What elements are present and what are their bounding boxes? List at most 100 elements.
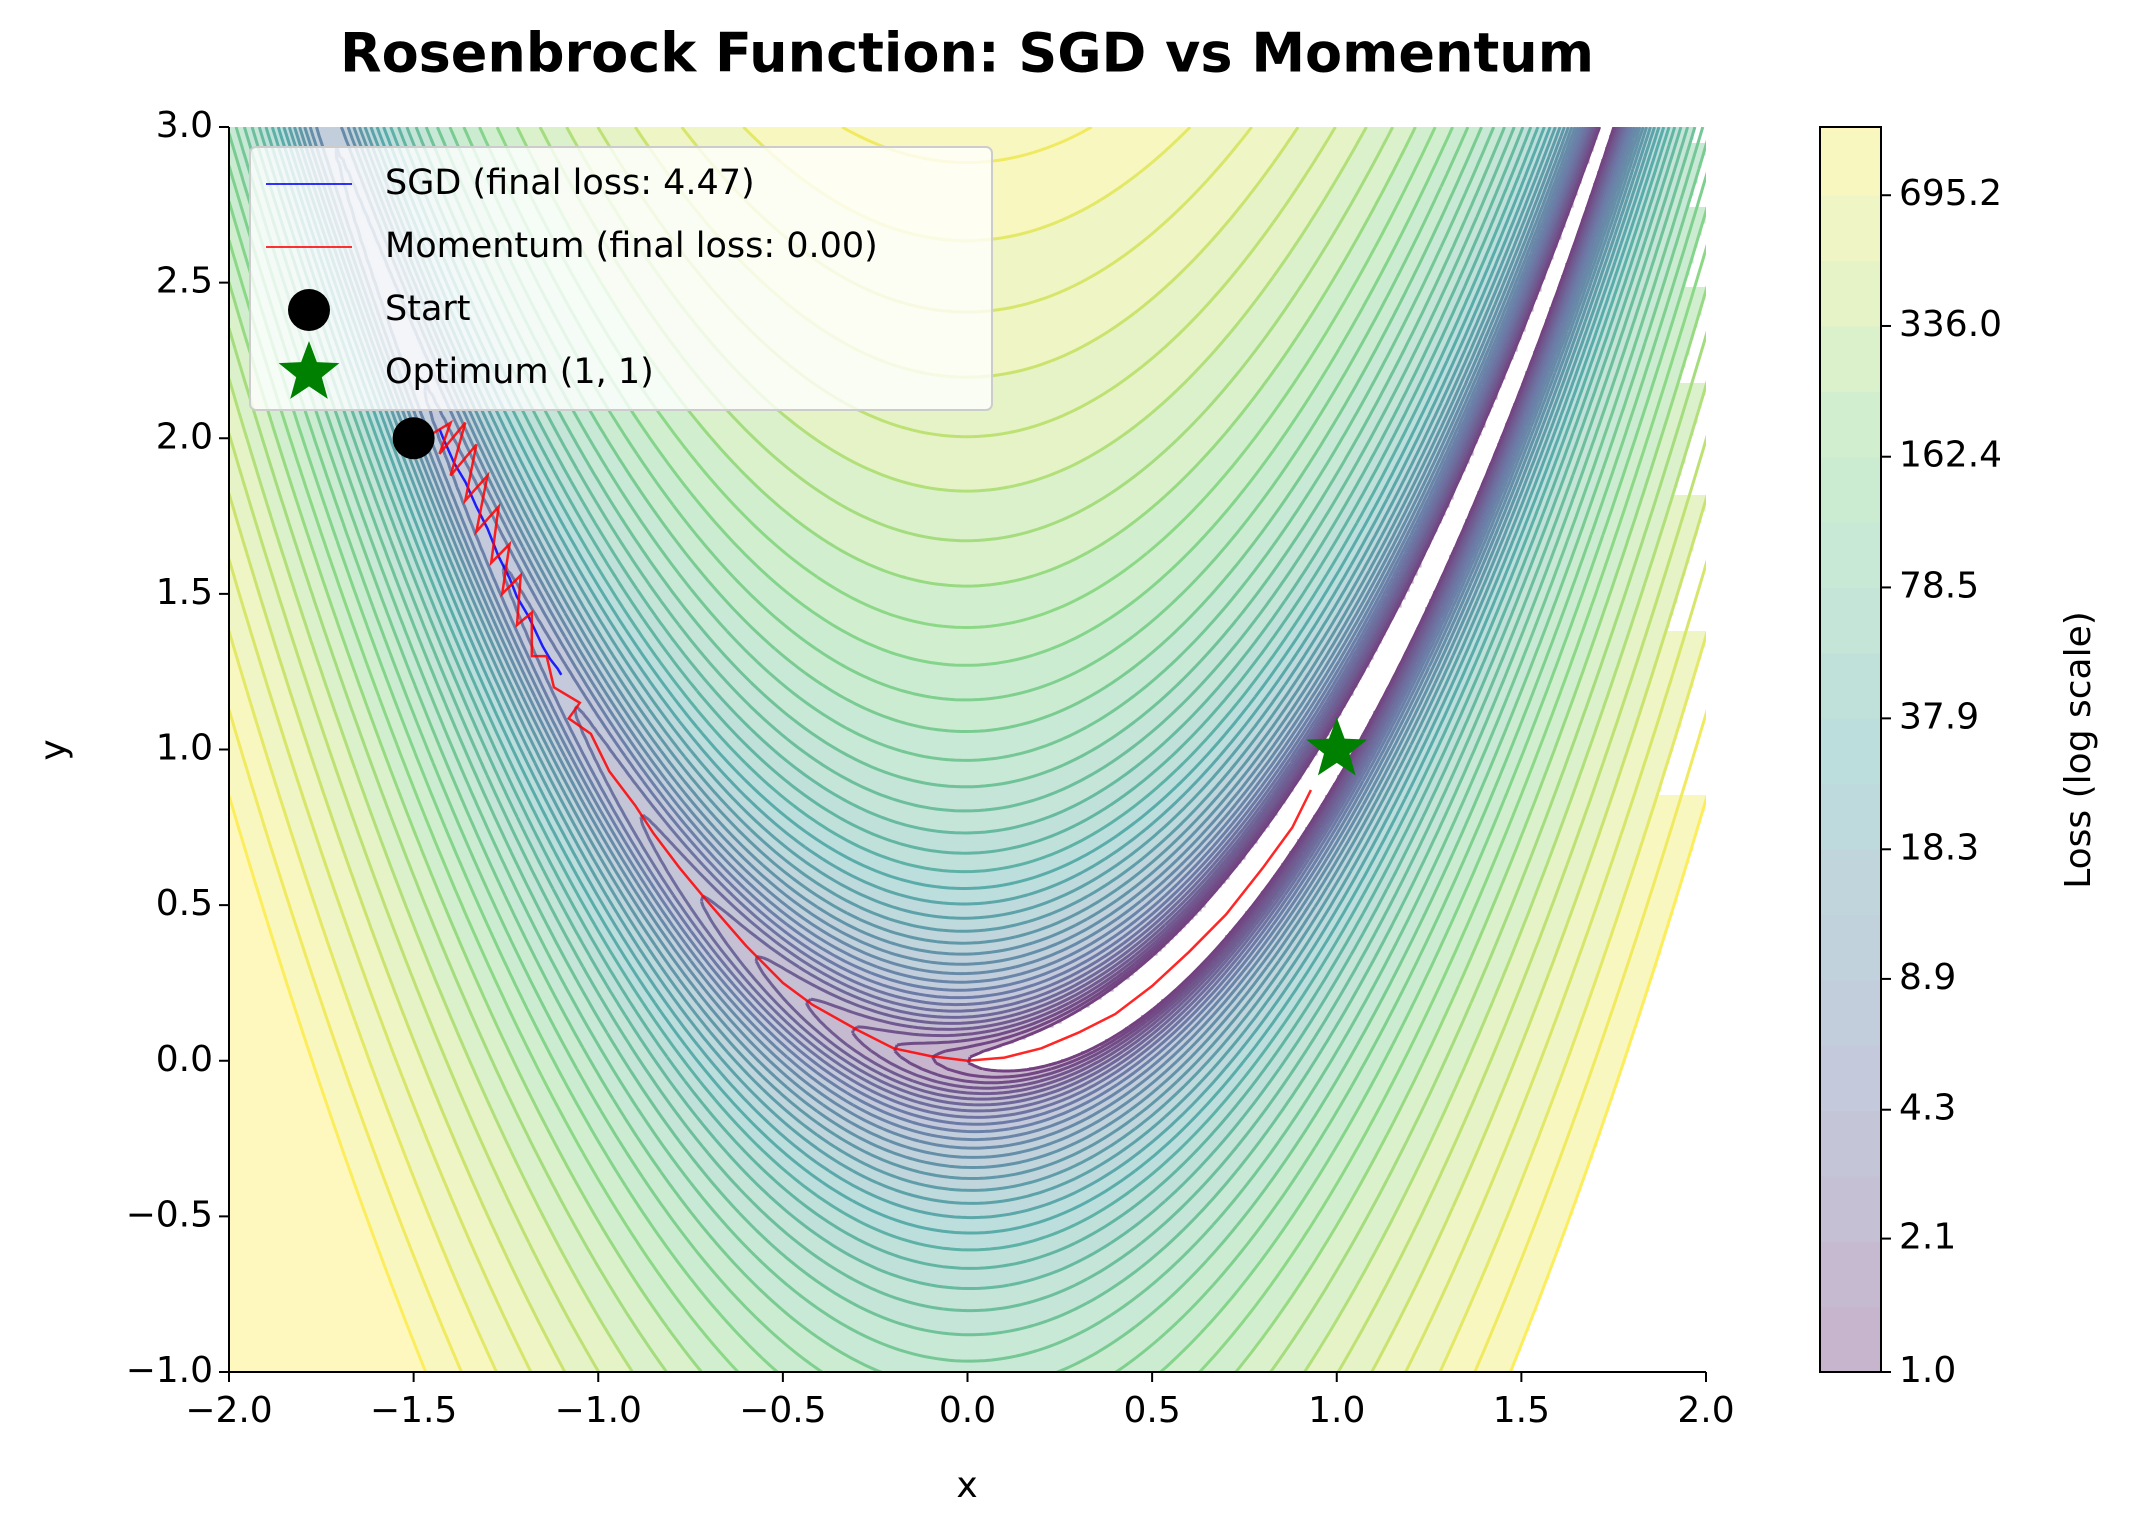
contour-band [1345, 255, 1390, 260]
contour-band [725, 451, 838, 456]
contour-band [1625, 267, 1638, 272]
contour-band [1149, 163, 1274, 168]
contour-band [1093, 339, 1226, 344]
contour-band [1645, 291, 1662, 296]
contour-band [1213, 235, 1302, 240]
contour-band [229, 243, 242, 248]
contour-band [1305, 227, 1362, 232]
contour-band [653, 439, 714, 444]
contour-band [1257, 183, 1334, 188]
contour-band [1057, 471, 1190, 476]
contour-band [1465, 159, 1490, 164]
contour-band [1509, 203, 1522, 208]
contour-band [1289, 255, 1346, 260]
contour-band [997, 487, 1174, 492]
contour-band [1105, 195, 1250, 200]
contour-band [1177, 275, 1274, 280]
contour-band [1353, 147, 1406, 152]
contour-band [433, 139, 458, 144]
contour-band [697, 419, 794, 424]
contour-band [1269, 279, 1334, 284]
contour-band [705, 431, 806, 436]
contour-band [1261, 179, 1338, 184]
contour-band [1161, 403, 1250, 408]
contour-band [1561, 127, 1570, 132]
contour-band [1669, 131, 1682, 136]
contour-band [1381, 191, 1422, 196]
contour-band [1301, 327, 1350, 332]
contour-band [525, 143, 578, 148]
contour-band [901, 479, 1034, 484]
contour-band [1673, 203, 1690, 208]
contour-band [1117, 323, 1238, 328]
contour-band [1113, 439, 1218, 444]
contour-band [1025, 231, 1218, 236]
contour-band [229, 235, 242, 240]
contour-band [1145, 303, 1254, 308]
contour-band [689, 491, 766, 496]
contour-band [1185, 379, 1266, 384]
contour-band [1097, 451, 1210, 456]
contour-band [1133, 311, 1246, 316]
contour-band [1121, 435, 1222, 440]
contour-band [1221, 435, 1282, 440]
contour-band [785, 415, 1146, 420]
contour-band [713, 439, 818, 444]
contour-band [1329, 191, 1382, 196]
contour-band [1625, 231, 1638, 236]
contour-band [1177, 387, 1262, 392]
contour-band [845, 455, 1090, 460]
contour-band [1137, 423, 1234, 428]
contour-band [1141, 307, 1250, 312]
contour-band [665, 459, 734, 464]
contour-band [1257, 295, 1322, 300]
contour-band [1645, 207, 1658, 212]
contour-band [321, 143, 350, 148]
contour-band [1009, 371, 1194, 376]
contour-band [693, 495, 770, 500]
contour-band [1117, 187, 1254, 192]
contour-band [1653, 215, 1670, 220]
contour-band [1321, 295, 1370, 300]
contour-band [1637, 231, 1650, 236]
contour-band [753, 135, 1182, 140]
contour-band [1141, 171, 1266, 176]
contour-band [1317, 207, 1374, 212]
contour-band [1213, 239, 1298, 244]
contour-band [745, 127, 1190, 132]
contour-band [685, 483, 758, 488]
contour-band [1481, 223, 1498, 228]
contour-band [1005, 235, 1214, 240]
contour-band [1229, 219, 1310, 224]
contour-band [1037, 227, 1222, 232]
contour-band [717, 443, 826, 448]
contour-band [229, 431, 246, 436]
contour-band [1173, 279, 1270, 284]
contour-band [1325, 291, 1370, 296]
contour-band [1161, 151, 1282, 156]
contour-band [229, 303, 238, 308]
contour-band [229, 251, 246, 256]
contour-band [1633, 159, 1642, 164]
contour-band [1157, 291, 1262, 296]
contour-band [1677, 243, 1698, 248]
contour-band [1621, 195, 1630, 200]
contour-band [1357, 143, 1406, 148]
contour-band [1657, 203, 1674, 208]
contour-band [1389, 175, 1430, 180]
contour-band [1189, 375, 1270, 380]
contour-band [1621, 279, 1634, 284]
contour-band [645, 427, 706, 432]
contour-band [1053, 359, 1206, 364]
contour-band [1173, 143, 1286, 148]
contour-band [677, 475, 750, 480]
contour-band [1361, 135, 1410, 140]
contour-band [1281, 263, 1342, 268]
contour-band [665, 455, 730, 460]
contour-band [853, 459, 1082, 464]
contour-band [1173, 391, 1258, 396]
contour-band [1157, 155, 1278, 160]
contour-band [1453, 187, 1478, 192]
contour-band [829, 447, 1102, 452]
